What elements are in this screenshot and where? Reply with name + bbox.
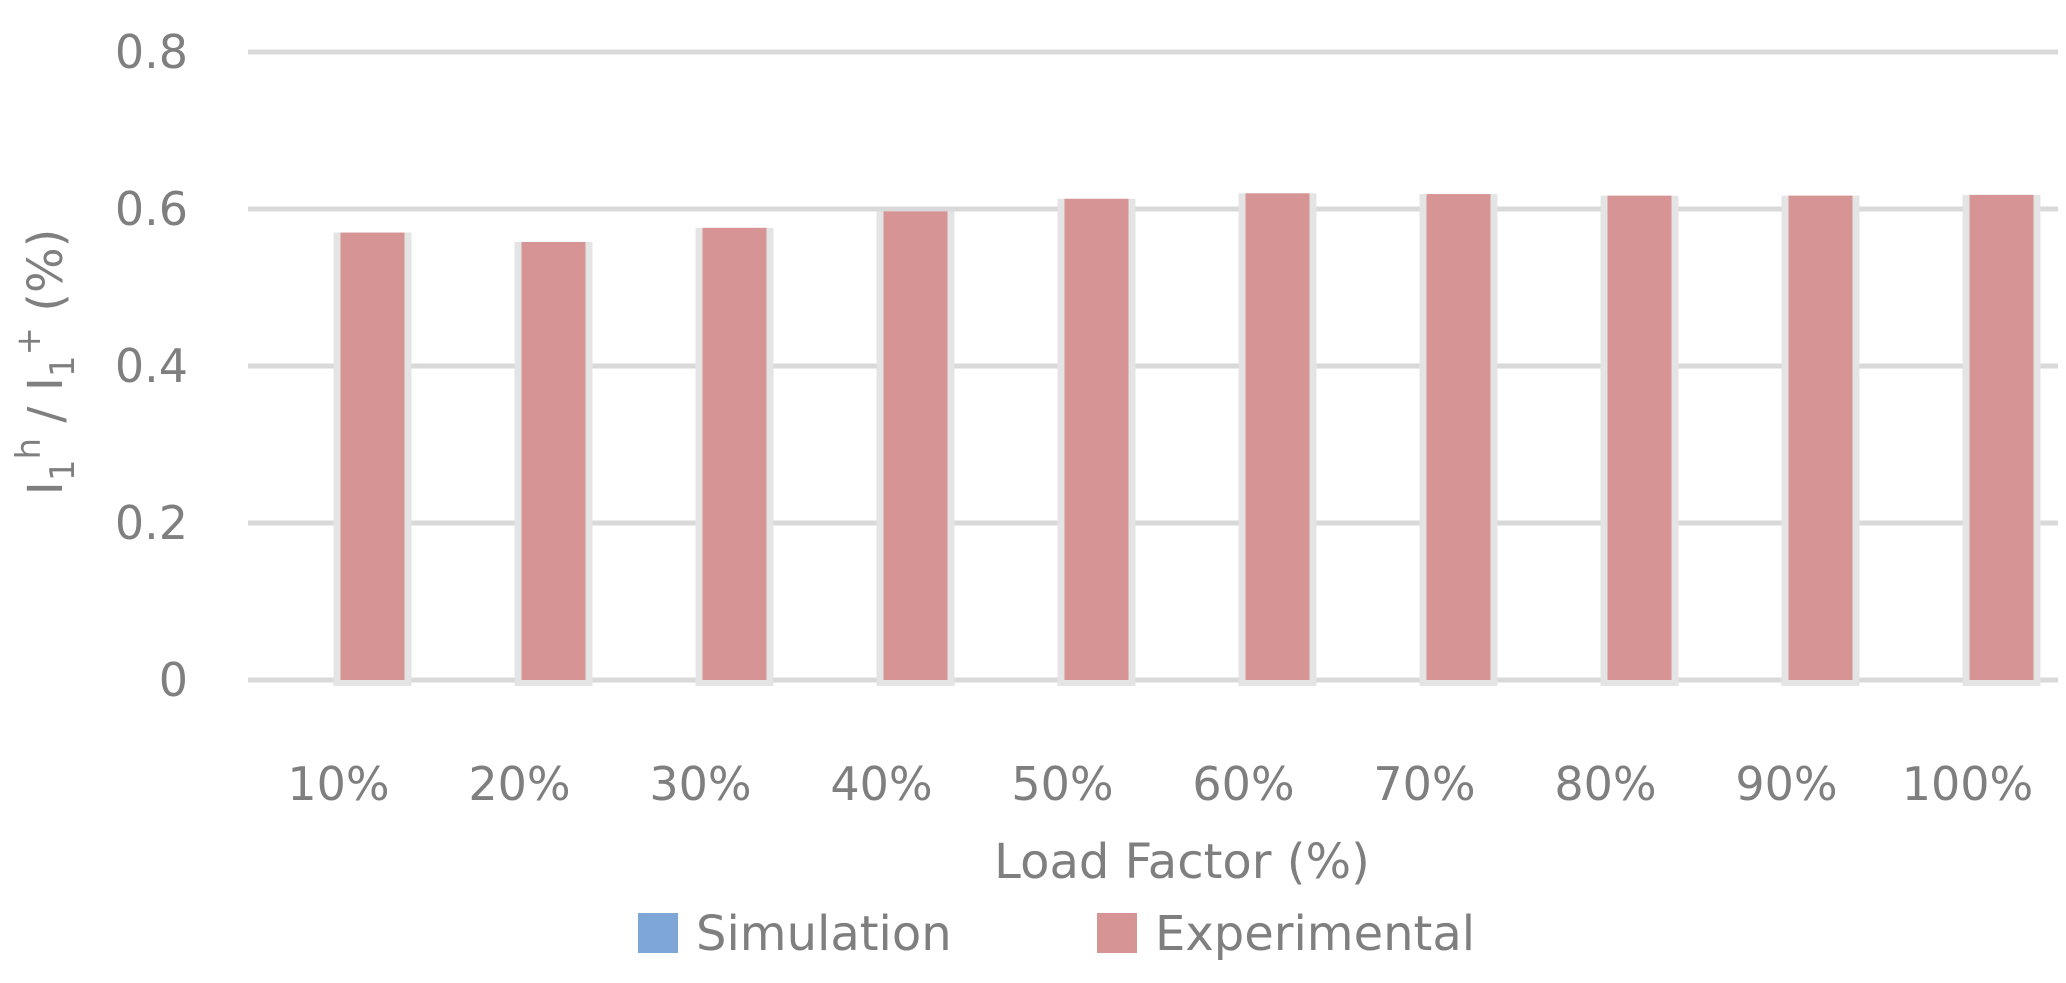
bar-experimental [1245,193,1310,681]
bar-experimental [1969,194,2034,680]
x-tick-label: 70% [1373,757,1475,811]
y-tick-label: 0.6 [115,182,188,236]
x-tick-label: 80% [1554,757,1656,811]
y-axis-title-sup2: + [9,327,49,356]
bars [333,193,2041,687]
bar-experimental [883,211,948,681]
y-tick-label: 0 [159,653,188,707]
legend-swatch-experimental [1097,913,1137,953]
bar-experimental [1426,194,1491,680]
legend-swatch-simulation [638,913,678,953]
y-tick-label: 0.2 [115,496,188,550]
y-axis-title-base: I [18,481,74,495]
bar-experimental [521,241,586,680]
x-axis-ticks: 10% 20% 30% 40% 50% 60% 70% 80% 90% 100% [287,757,2033,811]
x-tick-label: 60% [1192,757,1294,811]
x-tick-label: 10% [287,757,389,811]
y-axis-title-sub1: 1 [43,460,83,482]
y-tick-label: 0.4 [115,339,188,393]
legend-label-simulation: Simulation [696,906,952,962]
bar-experimental [1788,195,1853,680]
y-axis-title: I1h / I1+ (%) [9,229,83,496]
bar-experimental [702,227,767,680]
bar-experimental [340,232,405,681]
x-tick-label: 90% [1735,757,1837,811]
bar-experimental [1607,195,1672,680]
legend: Simulation Experimental [638,906,1475,962]
y-axis-title-sup1: h [9,438,49,460]
x-tick-label: 30% [649,757,751,811]
legend-label-experimental: Experimental [1155,906,1475,962]
x-tick-label: 50% [1011,757,1113,811]
y-axis-ticks: 0 0.2 0.4 0.6 0.8 [115,25,188,707]
x-tick-label: 100% [1902,757,2034,811]
y-axis-title-sub2: 1 [43,355,83,377]
x-tick-label: 20% [468,757,570,811]
x-tick-label: 40% [830,757,932,811]
x-axis-title: Load Factor (%) [994,834,1370,890]
y-axis-title-sep: / I [18,377,74,438]
bar-experimental [1064,198,1129,681]
y-tick-label: 0.8 [115,25,188,79]
y-axis-title-unit: (%) [18,229,74,312]
